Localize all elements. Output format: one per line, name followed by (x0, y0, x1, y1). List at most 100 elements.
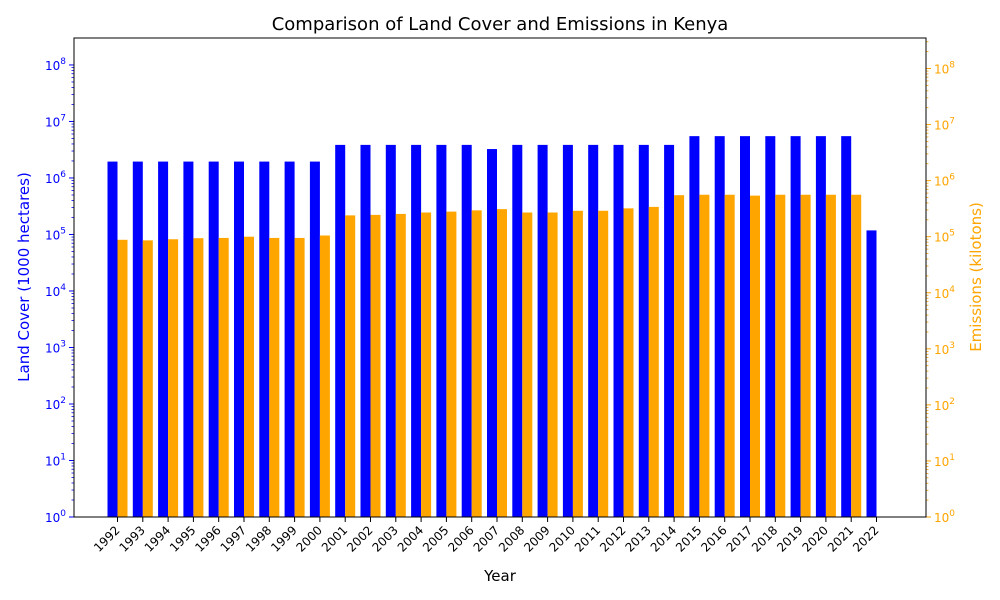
left-axis-label: Land Cover (1000 hectares) (15, 172, 33, 382)
right-tick-label: 107 (934, 117, 955, 133)
left-tick-label: 108 (45, 57, 66, 73)
right-tick-label: 100 (934, 509, 955, 525)
right-tick-label: 102 (934, 397, 955, 413)
x-tick-label: 2011 (572, 523, 603, 554)
land-cover-bar (158, 161, 169, 517)
emissions-bar (142, 240, 153, 518)
left-tick-label: 102 (45, 396, 66, 412)
land-cover-bar (664, 144, 675, 517)
land-cover-bar (866, 230, 877, 517)
x-tick-label: 2010 (547, 523, 578, 554)
x-tick-label: 2012 (597, 523, 628, 554)
emissions-bar (193, 238, 204, 517)
land-cover-bar (335, 144, 346, 517)
right-tick-label: 103 (934, 341, 955, 357)
emissions-bar (648, 206, 659, 517)
emissions-bar (724, 194, 735, 518)
emissions-bar (775, 194, 786, 518)
emissions-bar (117, 239, 128, 518)
left-tick-label: 104 (45, 283, 66, 299)
emissions-bar (244, 236, 254, 517)
x-axis-ticks: 1992199319941995199619971998199920002001… (91, 517, 882, 555)
right-tick-label: 104 (934, 285, 955, 301)
emissions-bar (851, 194, 862, 518)
left-axis-ticks: 100 101 102 103 104 105 106 107 108 (45, 57, 74, 525)
land-cover-bar (638, 144, 649, 517)
x-tick-label: 1998 (243, 523, 274, 554)
emissions-bar (800, 194, 811, 518)
land-cover-bar (461, 144, 472, 517)
x-tick-label: 1997 (218, 523, 249, 554)
x-tick-label: 2006 (445, 523, 476, 554)
emissions-bar (345, 215, 356, 517)
emissions-bar (572, 210, 583, 517)
x-tick-label: 2002 (344, 523, 375, 554)
x-tick-label: 1995 (167, 523, 198, 554)
left-tick-label: 103 (45, 339, 66, 355)
emissions-bar (294, 237, 305, 517)
x-tick-label: 2013 (622, 523, 653, 554)
emissions-bar (825, 194, 836, 518)
land-cover-bar (183, 161, 194, 517)
right-tick-label: 106 (934, 173, 955, 189)
x-tick-label: 2007 (471, 523, 502, 554)
emissions-bar (319, 235, 330, 517)
emissions-bar (269, 237, 280, 517)
land-cover-bar (537, 144, 548, 517)
emissions-bar (218, 237, 229, 517)
land-cover-bar (689, 136, 700, 517)
land-cover-bar (234, 161, 244, 517)
x-axis-label: Year (483, 567, 517, 585)
land-cover-bar (562, 144, 573, 517)
x-tick-label: 2003 (369, 523, 400, 554)
left-tick-label: 106 (45, 170, 66, 186)
emissions-bar (471, 210, 482, 517)
x-tick-label: 2004 (395, 523, 426, 554)
left-tick-label: 105 (45, 226, 66, 242)
x-tick-label: 2021 (825, 523, 856, 554)
land-cover-bar (360, 144, 371, 517)
emissions-bar (497, 209, 507, 517)
emissions-bar (370, 214, 381, 517)
emissions-bar (446, 211, 457, 517)
x-tick-label: 2022 (850, 523, 881, 554)
chart-title: Comparison of Land Cover and Emissions i… (272, 14, 729, 35)
x-tick-label: 2005 (420, 523, 451, 554)
emissions-bar (395, 213, 406, 517)
land-cover-bar (714, 136, 725, 517)
land-cover-bar (436, 144, 447, 517)
emissions-bar (547, 212, 558, 517)
land-cover-bar (284, 161, 295, 517)
land-cover-bar (765, 136, 776, 517)
x-tick-label: 1992 (91, 523, 122, 554)
emissions-bar (623, 208, 634, 517)
land-cover-bar (487, 149, 497, 518)
land-cover-bar (790, 136, 801, 517)
left-tick-label: 107 (45, 113, 66, 129)
land-cover-bar (259, 161, 270, 517)
right-axis-label: Emissions (kilotons) (967, 202, 985, 352)
emissions-bar (699, 194, 710, 518)
x-tick-label: 2014 (648, 523, 679, 554)
left-tick-label: 100 (45, 509, 66, 525)
land-cover-bar (309, 161, 320, 517)
x-tick-label: 2017 (724, 523, 755, 554)
land-cover-bar (740, 136, 750, 517)
left-tick-label: 101 (45, 452, 66, 468)
land-cover-bar (411, 144, 422, 517)
x-tick-label: 1999 (268, 523, 299, 554)
x-tick-label: 2000 (294, 523, 325, 554)
land-cover-bar (107, 161, 118, 517)
x-tick-label: 1994 (142, 523, 173, 554)
right-tick-label: 105 (934, 229, 955, 245)
x-tick-label: 2019 (774, 523, 805, 554)
x-tick-label: 2008 (496, 523, 527, 554)
right-tick-label: 108 (934, 61, 955, 77)
x-tick-label: 2018 (749, 523, 780, 554)
emissions-bar (750, 195, 760, 517)
x-tick-label: 1996 (192, 523, 223, 554)
land-cover-bar (385, 144, 396, 517)
right-axis-ticks: 100 101 102 103 104 105 106 107 108 (926, 41, 955, 525)
